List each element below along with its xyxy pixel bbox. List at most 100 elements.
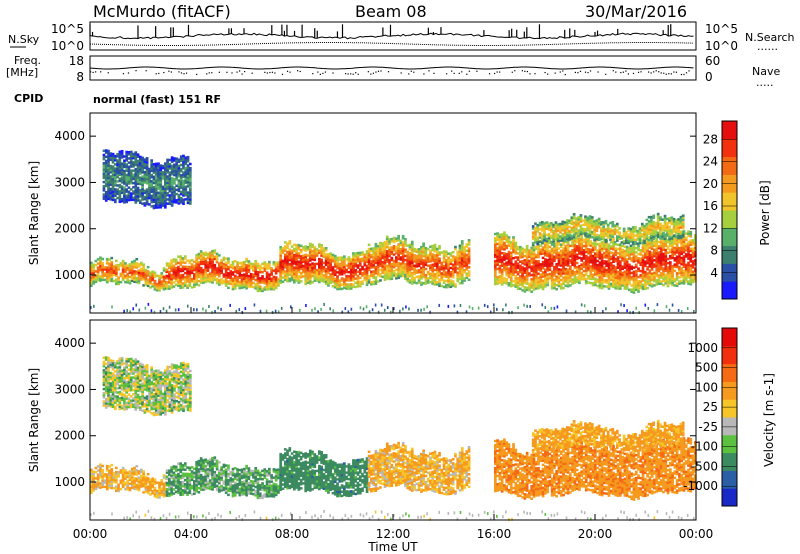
power-cell [682, 278, 686, 281]
power-cell [161, 175, 165, 178]
power-cell [283, 253, 287, 257]
power-cell [494, 264, 497, 267]
nave-dot [496, 71, 498, 73]
power-cell [254, 282, 258, 286]
power-cell [449, 270, 453, 274]
power-cell [376, 267, 380, 271]
power-cell [562, 266, 565, 269]
power-cell [433, 245, 437, 249]
power-cell [113, 198, 117, 202]
power-cell [559, 283, 563, 286]
power-cell [224, 284, 228, 287]
power-cell [141, 175, 144, 178]
power-cell [440, 265, 444, 269]
power-cell [496, 253, 499, 256]
power-cell [107, 160, 110, 163]
power-cell [179, 201, 183, 204]
power-cell [496, 251, 499, 254]
power-cell [639, 274, 643, 277]
power-cell [587, 262, 590, 266]
power-cell [101, 268, 105, 271]
power-cell [133, 278, 136, 281]
power-cell [128, 267, 132, 270]
power-cell [568, 265, 572, 268]
power-cell [154, 179, 158, 182]
power-cell [388, 277, 391, 281]
power-cell [363, 255, 367, 259]
power-cell [227, 280, 230, 283]
power-cell [146, 274, 150, 277]
power-cell [541, 271, 545, 274]
power-cell [352, 277, 355, 280]
power-cell [297, 256, 301, 259]
power-cell [213, 270, 217, 273]
power-cell [126, 279, 130, 282]
power-cell [188, 200, 192, 203]
power-cell [609, 261, 613, 265]
power-cell [451, 269, 455, 273]
power-cell [525, 257, 529, 260]
power-cell [657, 253, 661, 256]
power-cell [302, 275, 305, 278]
power-cell [290, 245, 294, 248]
power-cell [324, 255, 328, 258]
power-cell [376, 263, 380, 267]
power-cell [179, 159, 183, 162]
power-cell [593, 264, 597, 268]
power-cell [104, 168, 108, 171]
power-cell [438, 284, 441, 288]
power-cell [541, 252, 545, 255]
power-cell [571, 253, 574, 256]
power-cell [320, 244, 323, 247]
power-cell [129, 163, 133, 166]
power-cell [550, 249, 554, 253]
power-cell [204, 272, 208, 275]
power-cell [279, 266, 283, 270]
power-cell [525, 276, 529, 279]
power-cell [572, 223, 576, 226]
power-cell [689, 255, 693, 259]
power-cell [415, 269, 419, 272]
power-cell [190, 277, 194, 281]
power-cell [570, 226, 574, 230]
power-cell [240, 276, 244, 279]
power-cell [431, 267, 435, 271]
power-cell [186, 284, 189, 287]
power-cell [277, 284, 280, 287]
nave-dot [274, 72, 276, 74]
power-cell [186, 180, 190, 184]
power-cell [534, 270, 538, 274]
power-cell [336, 260, 339, 264]
power-cell [111, 198, 115, 202]
power-cell [104, 174, 108, 177]
power-cell [643, 283, 647, 286]
power-cell [503, 237, 506, 241]
power-cell [358, 259, 362, 263]
power-cell [279, 279, 283, 282]
nave-dot [579, 70, 582, 72]
power-cell [630, 290, 634, 293]
power-cell [186, 155, 190, 159]
power-cell [120, 185, 124, 188]
power-cell [279, 250, 283, 253]
power-cell [429, 245, 432, 249]
power-cell [113, 175, 117, 179]
power-cell [295, 266, 298, 270]
power-cell [612, 283, 615, 286]
power-cell [113, 184, 117, 187]
nave-dot [544, 71, 546, 74]
power-cell [274, 284, 278, 288]
power-cell [159, 174, 163, 178]
power-cell [179, 280, 183, 283]
power-cell [655, 264, 659, 267]
power-cell [433, 283, 437, 286]
power-cell [397, 261, 400, 265]
power-cell [659, 242, 663, 246]
power-cell [356, 264, 360, 267]
power-cell [603, 280, 606, 284]
power-cell [308, 244, 312, 248]
power-cell [687, 230, 690, 233]
power-cell [123, 163, 126, 167]
power-cell [175, 161, 179, 165]
power-cell [132, 177, 135, 181]
